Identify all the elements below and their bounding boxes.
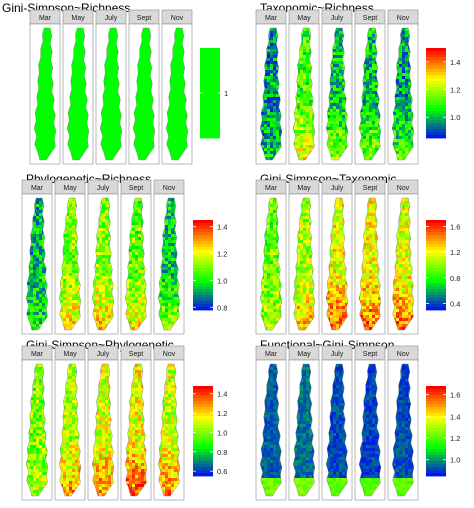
map-outline (99, 27, 123, 161)
map-outline (91, 197, 115, 331)
map-outline (391, 363, 415, 497)
facet-label: Mar (31, 351, 44, 358)
colorbar-tick-label: 0.8 (450, 274, 460, 283)
facet-label: Mar (265, 351, 278, 358)
colorbar-tick-label: 1.4 (450, 58, 460, 67)
facet-label: May (63, 185, 77, 192)
facet-label: July (97, 351, 110, 358)
colorbar-tick-label: 1.2 (450, 434, 460, 443)
colorbar-tick-label: 1.0 (217, 428, 227, 437)
colorbar: 1.4 1.2 1.0 (426, 48, 460, 139)
map-outline (157, 197, 181, 331)
colorbar-tick-label: 1.6 (450, 222, 460, 231)
map-outline (132, 27, 156, 161)
facet-label: May (297, 15, 311, 22)
colorbar-tick-label: 0.4 (450, 300, 460, 309)
map-outline (124, 363, 148, 497)
map-outline (325, 363, 349, 497)
map-outline (358, 197, 382, 331)
map-outline (165, 27, 189, 161)
facet-label: July (331, 351, 344, 358)
colorbar-tick-label: 1.6 (450, 391, 460, 400)
map-outline (325, 27, 349, 161)
map-outline (259, 363, 283, 497)
facet-label: July (331, 185, 344, 192)
facet-label: Nov (163, 351, 176, 358)
map-outline (358, 27, 382, 161)
map-outline (259, 197, 283, 331)
facet-label: Sept (129, 185, 143, 192)
facet-label: May (297, 185, 311, 192)
colorbar-tick-label: 1.0 (217, 276, 227, 285)
facet-label: May (71, 15, 85, 22)
colorbar-tick-label: 0.6 (217, 467, 227, 476)
facet-label: May (297, 351, 311, 358)
colorbar: 1.6 1.4 1.2 1.0 (426, 386, 460, 477)
map-outline (91, 363, 115, 497)
colorbar-tick-label: 1.0 (450, 456, 460, 465)
map-outline (58, 197, 82, 331)
facet-label: Mar (265, 185, 278, 192)
map-outline (292, 27, 316, 161)
facet-label: July (331, 15, 344, 22)
facet-label: Sept (363, 15, 377, 22)
map-outline (66, 27, 90, 161)
map-outline (25, 197, 49, 331)
facet-label: Sept (363, 351, 377, 358)
facet-label: Nov (171, 15, 184, 22)
colorbar: 1.4 1.2 1.0 0.8 0.6 (193, 386, 227, 477)
facet-label: July (97, 185, 110, 192)
map-region (293, 28, 315, 160)
colorbar-tick-label: 1.2 (450, 248, 460, 257)
facet-label: July (105, 15, 118, 22)
map-outline (325, 197, 349, 331)
facet-label: Sept (129, 351, 143, 358)
map-outline (157, 363, 181, 497)
colorbar-tick-label: 1.4 (450, 412, 460, 421)
map-outline (292, 363, 316, 497)
facet-label: Sept (137, 15, 151, 22)
colorbar: 1.6 1.2 0.8 0.4 (426, 220, 460, 311)
map-outline (391, 27, 415, 161)
colorbar-tick-label: 0.8 (217, 448, 227, 457)
colorbar-tick-label: 1.4 (217, 390, 227, 399)
facet-label: Sept (363, 185, 377, 192)
colorbar-tick-label: 1.2 (217, 409, 227, 418)
map-outline (292, 197, 316, 331)
facet-label: Nov (397, 351, 410, 358)
colorbar: 1.4 1.2 1.0 0.8 (193, 220, 227, 312)
map-outline (124, 197, 148, 331)
map-outline (33, 27, 57, 161)
facet-label: Nov (397, 185, 410, 192)
colorbar-tick-label: 1.0 (450, 113, 460, 122)
facet-label: Mar (31, 185, 44, 192)
facet-label: Nov (163, 185, 176, 192)
facet-label: May (63, 351, 77, 358)
facet-label: Nov (397, 15, 410, 22)
colorbar-tick-label: 1.4 (217, 223, 227, 232)
colorbar-tick-label: 0.8 (217, 303, 227, 312)
facet-label: Mar (265, 15, 278, 22)
colorbar-tick-label: 1.2 (217, 250, 227, 259)
map-outline (25, 363, 49, 497)
colorbar-tick-label: 1 (224, 89, 228, 98)
colorbar-tick-label: 1.2 (450, 86, 460, 95)
colorbar: 1 (200, 48, 228, 139)
map-outline (358, 363, 382, 497)
facet-label: Mar (39, 15, 52, 22)
map-outline (58, 363, 82, 497)
map-outline (391, 197, 415, 331)
map-outline (259, 27, 283, 161)
